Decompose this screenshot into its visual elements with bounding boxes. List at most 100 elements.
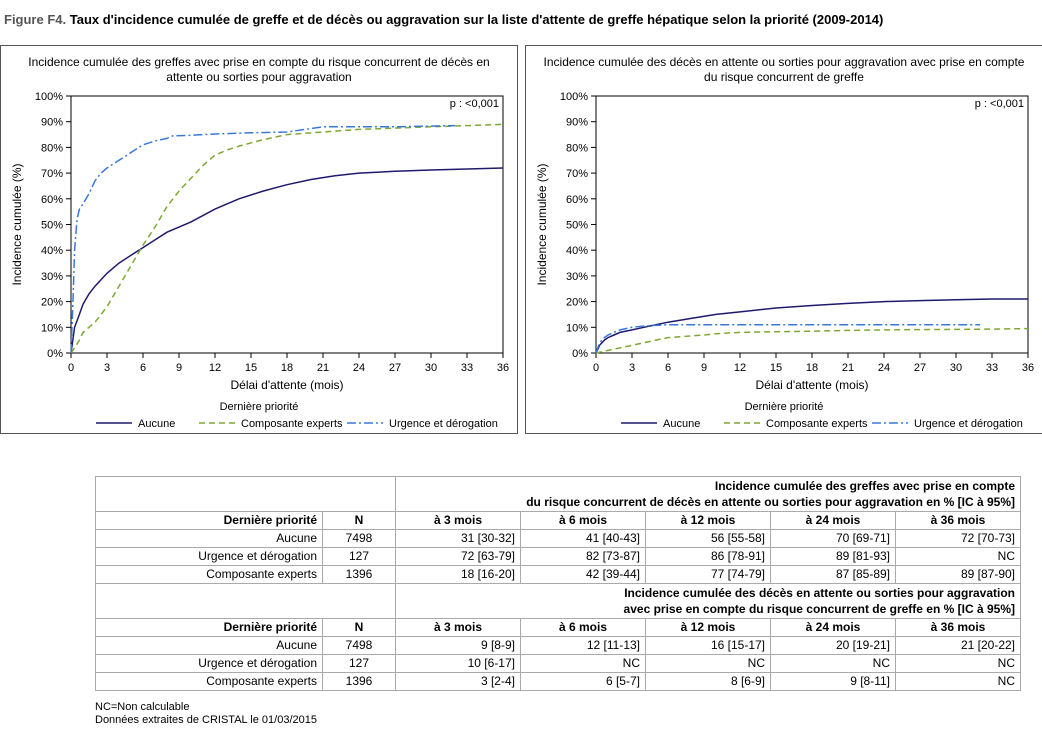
column-header: à 12 mois [645, 618, 771, 637]
table-cell: Urgence et dérogation [95, 654, 323, 673]
chart-panel-deaths: Incidence cumulée des décès en attente o… [525, 45, 1042, 434]
table-cell: 7498 [322, 529, 396, 548]
table-cell: 16 [15-17] [645, 636, 771, 655]
legend-label: Aucune [663, 418, 700, 430]
column-header: à 24 mois [770, 511, 896, 530]
table-row: Urgence et dérogation 127 10 [6-17] NC NC NC N… [95, 654, 1021, 673]
x-tick-label: 15 [245, 362, 257, 374]
table-cell: 1396 [322, 565, 396, 584]
column-header: à 6 mois [520, 618, 646, 637]
x-tick-label: 15 [770, 362, 782, 374]
y-tick-label: 40% [41, 245, 63, 257]
y-tick-label: 20% [566, 297, 588, 309]
section-header: Incidence cumulée des décès en attente o… [395, 583, 1021, 619]
figure-label: Figure F4. [4, 12, 67, 27]
x-tick-label: 0 [68, 362, 74, 374]
column-header: à 36 mois [895, 618, 1021, 637]
table-row: Aucune 7498 9 [8-9] 12 [11-13] 16 [15-17] 20 … [95, 636, 1021, 655]
x-tick-label: 24 [353, 362, 365, 374]
x-tick-label: 6 [140, 362, 146, 374]
x-tick-label: 3 [104, 362, 110, 374]
table-cell: 21 [20-22] [895, 636, 1021, 655]
section-header-line: Incidence cumulée des décès en attente o… [624, 586, 1015, 600]
series-line-1 [595, 327, 1029, 354]
footnotes: NC=Non calculable Données extraites de C… [95, 701, 317, 727]
chart-title-line: attente ou sorties pour aggravation [166, 70, 351, 84]
series-line-2 [595, 323, 980, 354]
legend-label: Composante experts [766, 418, 868, 430]
x-tick-label: 33 [986, 362, 998, 374]
table-cell: NC [895, 654, 1021, 673]
x-tick-label: 18 [806, 362, 818, 374]
incidence-table-body: Incidence cumulée des greffes avec prise… [95, 476, 1021, 691]
column-header: N [322, 511, 396, 530]
y-tick-label: 60% [566, 194, 588, 206]
table-cell: 18 [16-20] [395, 565, 521, 584]
table-cell: 6 [5-7] [520, 672, 646, 691]
y-tick-label: 80% [41, 142, 63, 154]
table-row: Composante experts 1396 18 [16-20] 42 [39-4… [95, 565, 1021, 584]
x-tick-label: 9 [176, 362, 182, 374]
y-tick-label: 100% [560, 91, 588, 103]
chart-grafts-svg: Incidence cumulée des greffes avec prise… [10, 55, 509, 430]
x-tick-label: 24 [878, 362, 890, 374]
table-cell: Urgence et dérogation [95, 547, 323, 566]
series-line-1 [70, 123, 504, 354]
table-section-header: Incidence cumulée des décès en attente o… [95, 583, 1021, 619]
y-tick-label: 10% [41, 322, 63, 334]
figure-title: Figure F4. Taux d'incidence cumulée de g… [4, 12, 883, 27]
x-tick-label: 3 [629, 362, 635, 374]
table-cell: NC [770, 654, 896, 673]
chart-title-line: Incidence cumulée des greffes avec prise… [28, 55, 489, 69]
table-cell: 42 [39-44] [520, 565, 646, 584]
table-cell: 72 [70-73] [895, 529, 1021, 548]
table-cell: 9 [8-11] [770, 672, 896, 691]
y-tick-label: 40% [566, 245, 588, 257]
y-tick-label: 80% [566, 142, 588, 154]
y-tick-label: 30% [566, 271, 588, 283]
table-cell: 7498 [322, 636, 396, 655]
table-cell: NC [895, 672, 1021, 691]
y-tick-label: 50% [566, 220, 588, 232]
table-cell: 87 [85-89] [770, 565, 896, 584]
footnote-nc: NC=Non calculable [95, 701, 190, 713]
table-cell: 56 [55-58] [645, 529, 771, 548]
legend-title: Dernière priorité [220, 401, 299, 413]
x-tick-label: 12 [734, 362, 746, 374]
series-line-2 [70, 124, 456, 354]
y-tick-label: 0% [47, 348, 63, 360]
table-row: Aucune 7498 31 [30-32] 41 [40-43] 56 [55-58]… [95, 529, 1021, 548]
table-row: Urgence et dérogation 127 72 [63-79] 82 [73… [95, 547, 1021, 566]
x-tick-label: 30 [950, 362, 962, 374]
table-cell: 72 [63-79] [395, 547, 521, 566]
y-axis-label: Incidence cumulée (%) [10, 163, 24, 285]
chart-title-line: Incidence cumulée des décès en attente o… [544, 55, 1025, 69]
chart-panel-grafts: Incidence cumulée des greffes avec prise… [0, 45, 518, 434]
x-tick-label: 30 [425, 362, 437, 374]
y-tick-label: 70% [566, 168, 588, 180]
figure-title-text: Taux d'incidence cumulée de greffe et de… [66, 12, 884, 27]
table-cell: 82 [73-87] [520, 547, 646, 566]
x-tick-label: 27 [914, 362, 926, 374]
column-header: à 3 mois [395, 618, 521, 637]
y-tick-label: 60% [41, 194, 63, 206]
table-row: Composante experts 1396 3 [2-4] 6 [5-7] 8 [6… [95, 672, 1021, 691]
table-cell: 20 [19-21] [770, 636, 896, 655]
x-tick-label: 21 [317, 362, 329, 374]
table-cell: 10 [6-17] [395, 654, 521, 673]
chart-title-line: du risque concurrent de greffe [704, 70, 864, 84]
table-cell: 70 [69-71] [770, 529, 896, 548]
y-tick-label: 30% [41, 271, 63, 283]
table-cell: 3 [2-4] [395, 672, 521, 691]
y-tick-label: 90% [566, 117, 588, 129]
chart-deaths-svg: Incidence cumulée des décès en attente o… [535, 55, 1034, 430]
p-value-annotation: p : <0,001 [450, 98, 499, 110]
column-header: Dernière priorité [95, 511, 323, 530]
column-header: à 36 mois [895, 511, 1021, 530]
table-cell: 9 [8-9] [395, 636, 521, 655]
y-tick-label: 50% [41, 220, 63, 232]
legend-label: Composante experts [241, 418, 343, 430]
column-header: à 24 mois [770, 618, 896, 637]
